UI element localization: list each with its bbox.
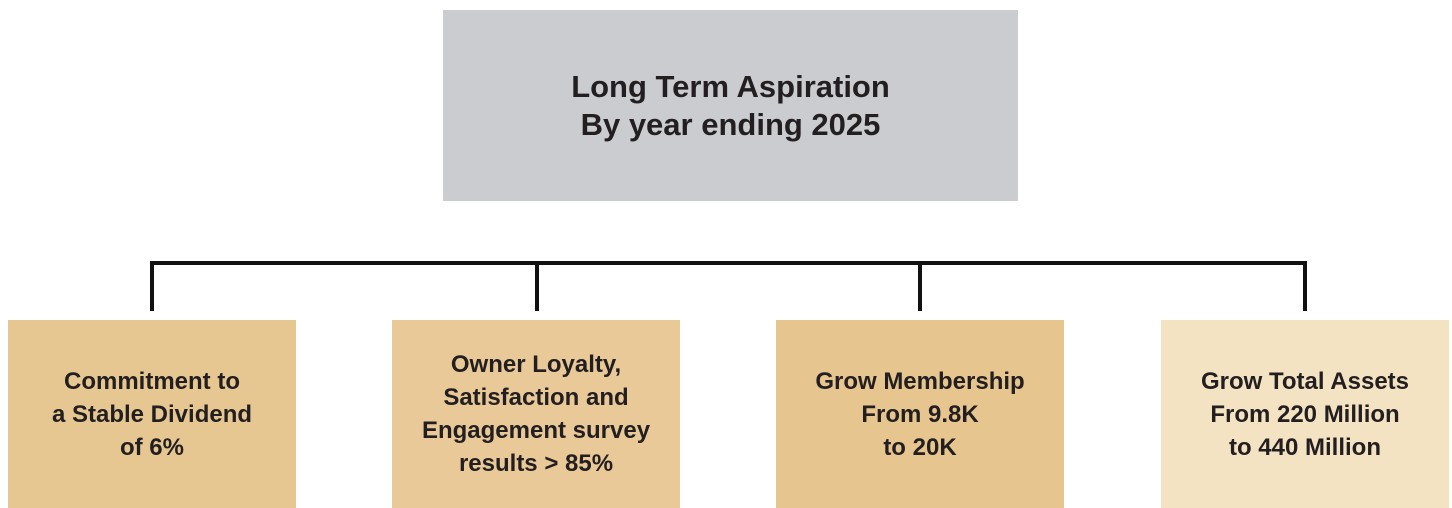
goal-line: Grow Membership — [815, 367, 1025, 395]
goal-line: Owner Loyalty, — [450, 351, 622, 378]
goal-box: Grow Membership From 9.8K to 20K — [776, 320, 1064, 508]
goal-line: to 440 Million — [1228, 433, 1381, 461]
goal-line: results > 85% — [458, 450, 614, 477]
goal-box: Grow Total Assets From 220 Million to 440 … — [1161, 320, 1449, 508]
goal-box: Commitment to a Stable Dividend of 6% — [8, 320, 296, 508]
goal-line: From 220 Million — [1210, 400, 1400, 428]
goal-line: Satisfaction and — [443, 384, 629, 411]
aspiration-box: Long Term Aspiration By year ending 2025 — [443, 10, 1018, 201]
goal-line: a Stable Dividend — [51, 400, 253, 428]
goal-line: Commitment to — [64, 367, 240, 395]
goal-line: From 9.8K — [861, 400, 979, 428]
goal-line: of 6% — [119, 433, 184, 461]
aspiration-line: By year ending 2025 — [580, 106, 881, 142]
goal-line: to 20K — [883, 433, 957, 461]
goal-line: Engagement survey — [421, 417, 651, 444]
goal-box: Owner Loyalty, Satisfaction and Engagement… — [392, 320, 680, 508]
aspiration-line: Long Term Aspiration — [571, 68, 890, 104]
goal-line: Grow Total Assets — [1200, 367, 1410, 395]
